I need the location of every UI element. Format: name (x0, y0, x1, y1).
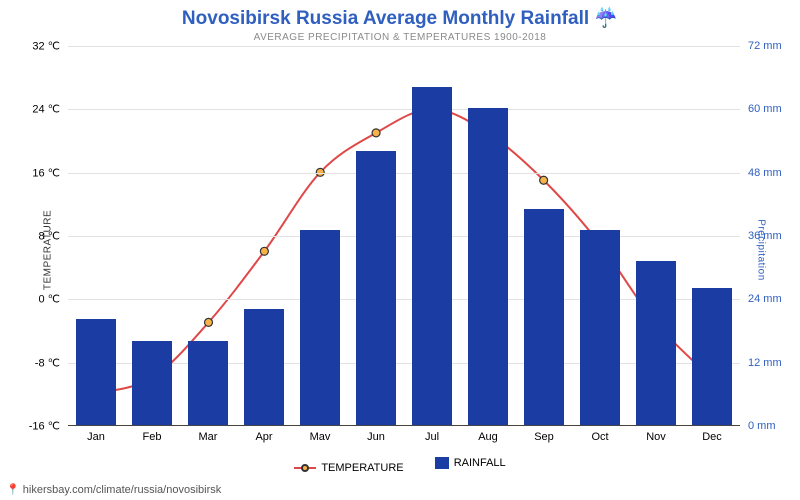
xtick-label: Aug (478, 425, 498, 443)
xtick-label: Feb (143, 425, 162, 443)
location-pin-icon: 📍 (6, 484, 20, 496)
y-axis-label-left: TEMPERATURE (43, 210, 54, 290)
temperature-marker (372, 129, 380, 137)
ytick-right: 0 mm (740, 420, 776, 432)
ytick-left: 24 ℃ (32, 103, 68, 116)
rainfall-bar (76, 319, 116, 425)
rainfall-bar (636, 261, 676, 425)
chart-legend: TEMPERATURE RAINFALL (0, 457, 800, 474)
xtick-label: Apr (255, 425, 272, 443)
xtick-label: Mav (310, 425, 331, 443)
xtick-label: Dec (702, 425, 722, 443)
ytick-right: 48 mm (740, 167, 782, 179)
gridline (68, 46, 740, 47)
ytick-right: 36 mm (740, 230, 782, 242)
ytick-right: 60 mm (740, 103, 782, 115)
chart-plot-area: -16 ℃-8 ℃0 ℃8 ℃16 ℃24 ℃32 ℃0 mm12 mm24 m… (68, 46, 740, 426)
ytick-left: 8 ℃ (38, 230, 68, 243)
gridline (68, 236, 740, 237)
rainfall-bar (132, 341, 172, 425)
ytick-left: 16 ℃ (32, 166, 68, 179)
xtick-label: Sep (534, 425, 554, 443)
ytick-left: -8 ℃ (35, 356, 68, 369)
legend-rainfall-label: RAINFALL (454, 457, 506, 469)
ytick-right: 24 mm (740, 293, 782, 305)
ytick-left: 0 ℃ (38, 293, 68, 306)
temperature-marker (540, 176, 548, 184)
xtick-label: Jun (367, 425, 385, 443)
ytick-left: 32 ℃ (32, 40, 68, 53)
xtick-label: Mar (199, 425, 218, 443)
temperature-marker (205, 318, 213, 326)
legend-item-temperature: TEMPERATURE (294, 462, 403, 474)
source-url-text: hikersbay.com/climate/russia/novosibirsk (23, 484, 221, 496)
legend-rainfall-icon (435, 457, 449, 469)
temperature-marker (260, 247, 268, 255)
ytick-right: 12 mm (740, 357, 782, 369)
rainfall-bar (300, 230, 340, 425)
y-axis-label-right: Precipitation (756, 219, 767, 281)
legend-item-rainfall: RAINFALL (435, 457, 506, 469)
legend-temperature-label: TEMPERATURE (321, 462, 403, 474)
chart-subtitle: AVERAGE PRECIPITATION & TEMPERATURES 190… (0, 30, 800, 43)
rainfall-bar (524, 209, 564, 425)
rainfall-bar (356, 151, 396, 425)
xtick-label: Jul (425, 425, 439, 443)
rainfall-bar (692, 288, 732, 425)
gridline (68, 109, 740, 110)
chart-title: Novosibirsk Russia Average Monthly Rainf… (0, 0, 800, 30)
rainfall-bar (244, 309, 284, 425)
rainfall-bar (468, 108, 508, 425)
rainfall-bar (412, 87, 452, 425)
xtick-label: Oct (591, 425, 608, 443)
ytick-left: -16 ℃ (29, 420, 68, 433)
rainfall-bar (188, 341, 228, 425)
gridline (68, 173, 740, 174)
ytick-right: 72 mm (740, 40, 782, 52)
xtick-label: Jan (87, 425, 105, 443)
rainfall-bar (580, 230, 620, 425)
xtick-label: Nov (646, 425, 666, 443)
legend-temperature-icon (294, 467, 316, 469)
source-attribution: 📍 hikersbay.com/climate/russia/novosibir… (6, 483, 221, 496)
